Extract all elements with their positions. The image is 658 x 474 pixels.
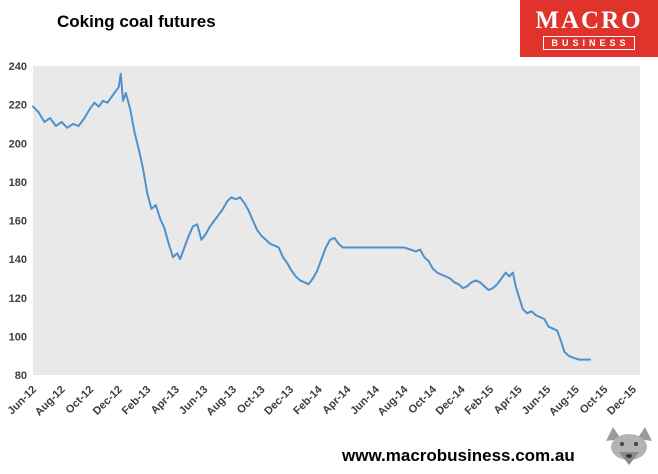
y-tick-label: 80: [15, 370, 27, 382]
x-tick-label: Oct-13: [235, 384, 268, 417]
y-tick-label: 120: [9, 293, 27, 305]
y-tick-label: 240: [9, 61, 27, 73]
x-tick-label: Aug-13: [204, 384, 239, 419]
y-tick-label: 220: [9, 100, 27, 112]
line-chart: 80100120140160180200220240Jun-12Aug-12Oc…: [6, 61, 640, 419]
x-tick-label: Dec-13: [262, 384, 296, 418]
x-tick-label: Aug-12: [33, 384, 68, 419]
y-tick-label: 160: [9, 216, 27, 228]
wolf-logo-icon: [603, 425, 655, 472]
x-tick-label: Dec-12: [91, 384, 125, 418]
x-tick-label: Dec-15: [605, 384, 639, 418]
x-tick-label: Feb-14: [291, 383, 325, 417]
x-tick-label: Apr-15: [492, 384, 525, 417]
logo-text-business: BUSINESS: [543, 35, 635, 50]
y-tick-label: 100: [9, 331, 27, 343]
footer-url: www.macrobusiness.com.au: [342, 446, 575, 465]
x-tick-label: Aug-15: [547, 384, 582, 419]
y-tick-label: 140: [9, 254, 27, 266]
x-tick-label: Aug-14: [376, 383, 411, 418]
y-tick-label: 180: [9, 177, 27, 189]
macrobusiness-logo: MACRO BUSINESS: [520, 0, 658, 57]
x-tick-label: Apr-14: [320, 383, 354, 417]
x-tick-label: Feb-15: [463, 384, 497, 418]
logo-text-macro: MACRO: [535, 6, 643, 34]
plot-area: [33, 66, 640, 375]
price-line: [32, 72, 591, 361]
x-tick-label: Apr-13: [149, 384, 182, 417]
x-tick-label: Oct-15: [578, 384, 611, 417]
x-tick-label: Feb-13: [120, 384, 154, 418]
x-tick-label: Oct-12: [64, 384, 97, 417]
y-tick-label: 200: [9, 138, 27, 150]
x-tick-label: Dec-14: [434, 383, 469, 418]
page-title: Coking coal futures: [57, 12, 216, 31]
